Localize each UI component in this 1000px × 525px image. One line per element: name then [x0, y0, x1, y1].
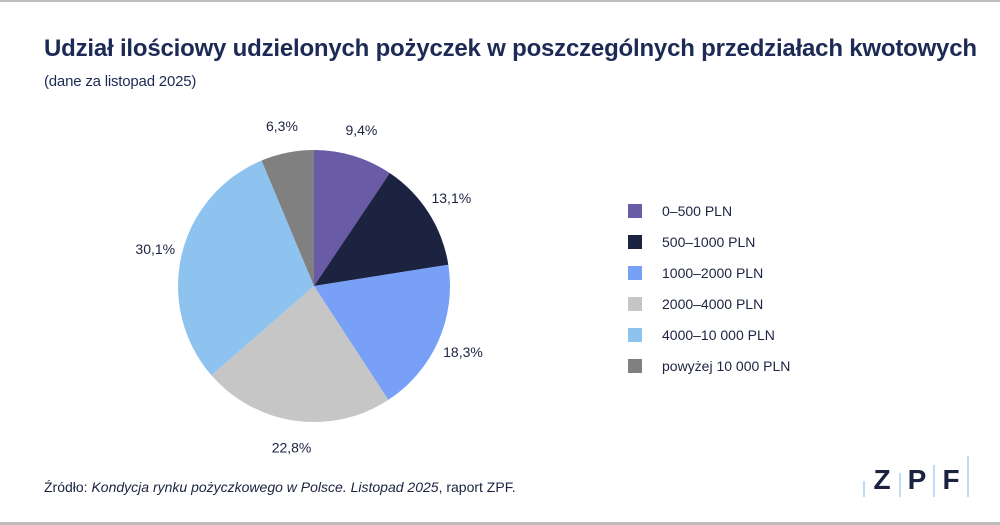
pie-slice — [261, 150, 314, 286]
legend-item: 1000–2000 PLN — [628, 257, 790, 288]
legend-swatch — [628, 327, 642, 342]
legend-item: 0–500 PLN — [628, 195, 790, 226]
data-label: 18,3% — [443, 344, 483, 360]
pie-slice — [211, 286, 389, 422]
source-title: Kondycja rynku pożyczkowego w Polsce. Li… — [91, 479, 439, 495]
source-suffix: , raport ZPF. — [438, 479, 516, 495]
bottom-border — [0, 522, 1000, 525]
zpf-logo: Z P F — [863, 456, 969, 497]
source-prefix: Źródło: — [44, 479, 92, 495]
pie-slice — [314, 150, 390, 286]
svg-text:Z: Z — [873, 464, 890, 495]
pie-slice — [178, 160, 314, 376]
legend-item: 2000–4000 PLN — [628, 288, 790, 319]
data-label: 30,1% — [135, 241, 175, 257]
legend-item: 4000–10 000 PLN — [628, 319, 790, 350]
title-text: Udział ilościowy udzielonych pożyczek w … — [44, 35, 977, 62]
legend-label: 500–1000 PLN — [662, 233, 756, 250]
top-border — [0, 0, 1000, 2]
legend-label: 2000–4000 PLN — [662, 295, 764, 312]
legend-item: 500–1000 PLN — [628, 226, 790, 257]
data-label: 9,4% — [345, 122, 377, 138]
legend-label: 4000–10 000 PLN — [662, 326, 775, 343]
chart-title: Udział ilościowy udzielonych pożyczek w … — [44, 34, 1000, 97]
pie-slice — [314, 264, 450, 400]
data-label: 13,1% — [431, 190, 471, 206]
chart-subtitle: (dane za listopad 2025) — [44, 73, 197, 90]
source-note: Źródło: Kondycja rynku pożyczkowego w Po… — [44, 479, 516, 495]
legend-swatch — [628, 265, 642, 280]
legend-label: powyżej 10 000 PLN — [662, 357, 791, 374]
legend-swatch — [628, 296, 642, 311]
legend-swatch — [628, 203, 642, 218]
data-label: 6,3% — [266, 118, 298, 134]
data-label: 22,8% — [272, 439, 312, 455]
legend: 0–500 PLN 500–1000 PLN 1000–2000 PLN 2000–4… — [628, 195, 790, 381]
legend-label: 1000–2000 PLN — [662, 264, 764, 281]
svg-text:P: P — [908, 464, 927, 495]
legend-swatch — [628, 234, 642, 249]
svg-text:F: F — [942, 464, 959, 495]
legend-swatch — [628, 358, 642, 373]
legend-label: 0–500 PLN — [662, 202, 733, 219]
legend-item: powyżej 10 000 PLN — [628, 350, 790, 381]
pie-slice — [314, 173, 449, 286]
